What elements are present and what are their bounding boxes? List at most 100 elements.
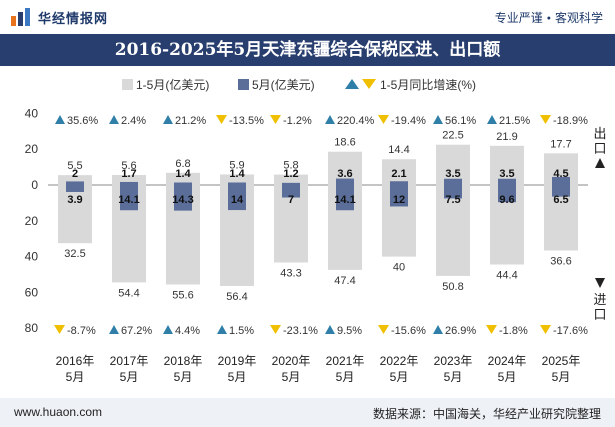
legend-label-cumulative: 1-5月(亿美元) [136,77,209,92]
x-tick-label-year: 2019年 [218,354,257,368]
label-export-growth: 56.1% [445,115,476,127]
label-import-cumulative: 54.4 [118,287,139,299]
x-tick-label-year: 2020年 [272,354,311,368]
label-import-growth: 26.9% [445,325,476,337]
label-export-cumulative: 5.6 [121,160,136,172]
label-import-month: 14.1 [118,194,139,206]
brand-logo-icon [11,8,30,26]
bar-export-month [174,182,192,185]
bar-export-month [120,181,138,185]
label-export-month: 1.4 [229,168,245,180]
x-tick-label-year: 2017年 [110,354,149,368]
label-export-growth: -18.9% [553,115,588,127]
label-import-month: 14.1 [334,194,355,206]
bar-import-month [120,185,138,211]
y-tick-label: 0 [31,178,38,192]
bar-export-cumulative [220,174,254,185]
import-arrow-down-icon [595,278,605,288]
export-growth-down-triangle-icon [540,115,551,124]
bar-export-cumulative [112,174,146,185]
footer-website[interactable]: www.huaon.com [14,405,103,419]
slogan: 专业严谨 ● 客观科学 [495,9,603,26]
label-export-growth: 2.4% [121,115,146,127]
label-export-growth: 21.5% [499,115,530,127]
label-export-month: 1.7 [121,168,136,180]
y-tick-label: 80 [25,321,39,335]
label-import-month: 6.5 [553,194,568,206]
label-export-month: 3.5 [499,168,514,180]
label-import-month: 9.6 [499,194,514,206]
import-growth-down-triangle-icon [486,325,497,334]
title-bar: 2016-2025年5月天津东疆综合保税区进、出口额 [0,34,615,66]
footer: www.huaon.com 数据来源：中国海关，华经产业研究院整理 [0,398,615,427]
import-growth-down-triangle-icon [270,325,281,334]
bar-import-month [390,185,408,207]
export-growth-down-triangle-icon [270,115,281,124]
chart-title: 2016-2025年5月天津东疆综合保税区进、出口额 [114,40,501,60]
x-tick-label-month: 5月 [228,370,247,384]
brand[interactable]: 华经情报网 [10,7,108,27]
label-import-month: 7.5 [445,194,460,206]
x-tick-label-month: 5月 [444,370,463,384]
export-growth-up-triangle-icon [325,115,335,124]
bar-import-month [444,185,462,199]
x-tick-label-year: 2025年 [542,354,581,368]
label-import-cumulative: 55.6 [172,290,193,302]
y-tick-label: 60 [25,285,39,299]
bar-export-month [552,176,570,185]
side-label-export-1: 出 [593,126,606,141]
label-import-growth: -1.8% [499,325,528,337]
import-growth-up-triangle-icon [163,325,173,334]
label-import-growth: 9.5% [337,325,362,337]
label-export-month: 1.4 [175,168,191,180]
bar-import-month [174,185,192,211]
top-bar: 华经情报网 专业严谨 ● 客观科学 [0,0,615,34]
x-tick-label-month: 5月 [498,370,517,384]
label-import-cumulative: 56.4 [226,291,247,303]
label-import-growth: 4.4% [175,325,200,337]
label-import-cumulative: 50.8 [442,281,463,293]
label-import-growth: 67.2% [121,325,152,337]
label-import-cumulative: 44.4 [496,269,517,281]
label-export-month: 2 [72,168,78,180]
label-export-growth: -1.2% [283,115,312,127]
x-tick-label-year: 2023年 [434,354,473,368]
bar-import-month [282,185,300,198]
export-growth-up-triangle-icon [487,115,497,124]
bar-export-month [498,178,516,185]
import-growth-down-triangle-icon [54,325,65,334]
label-export-cumulative: 22.5 [442,130,463,142]
label-import-month: 14 [231,194,244,206]
label-import-month: 14.3 [172,194,193,206]
bar-export-cumulative [58,175,92,185]
y-tick-label: 20 [25,214,39,228]
y-tick-label: 40 [25,106,39,120]
export-arrow-up-icon [595,158,605,168]
label-export-growth: 35.6% [67,115,98,127]
chart: 1-5月(亿美元) 5月(亿美元) 1-5月同比增速(%) 40 20 0 20 40 60 80… [25,77,607,384]
slogan-separator: ● [546,15,551,23]
bar-export-month [282,182,300,185]
bar-import-month [66,185,84,192]
bar-import-month [498,185,516,203]
label-export-growth: 21.2% [175,115,206,127]
y-tick-label: 20 [25,142,39,156]
import-growth-down-triangle-icon [540,325,551,334]
x-tick-label-month: 5月 [174,370,193,384]
label-import-cumulative: 43.3 [280,268,301,280]
x-tick-label-month: 5月 [66,370,85,384]
bar-export-month [444,178,462,185]
side-label-import-2: 口 [593,307,606,322]
x-tick-label-month: 5月 [390,370,409,384]
bar-import-month [228,185,246,211]
label-import-growth: -17.6% [553,325,588,337]
label-import-growth: -15.6% [391,325,426,337]
legend-label-month: 5月(亿美元) [252,77,315,92]
bar-export-cumulative [166,172,200,185]
import-growth-up-triangle-icon [325,325,335,334]
label-export-cumulative: 18.6 [334,137,355,149]
label-export-cumulative: 5.9 [229,159,244,171]
legend-swatch-cumulative [122,79,133,90]
x-tick-label-year: 2024年 [488,354,527,368]
